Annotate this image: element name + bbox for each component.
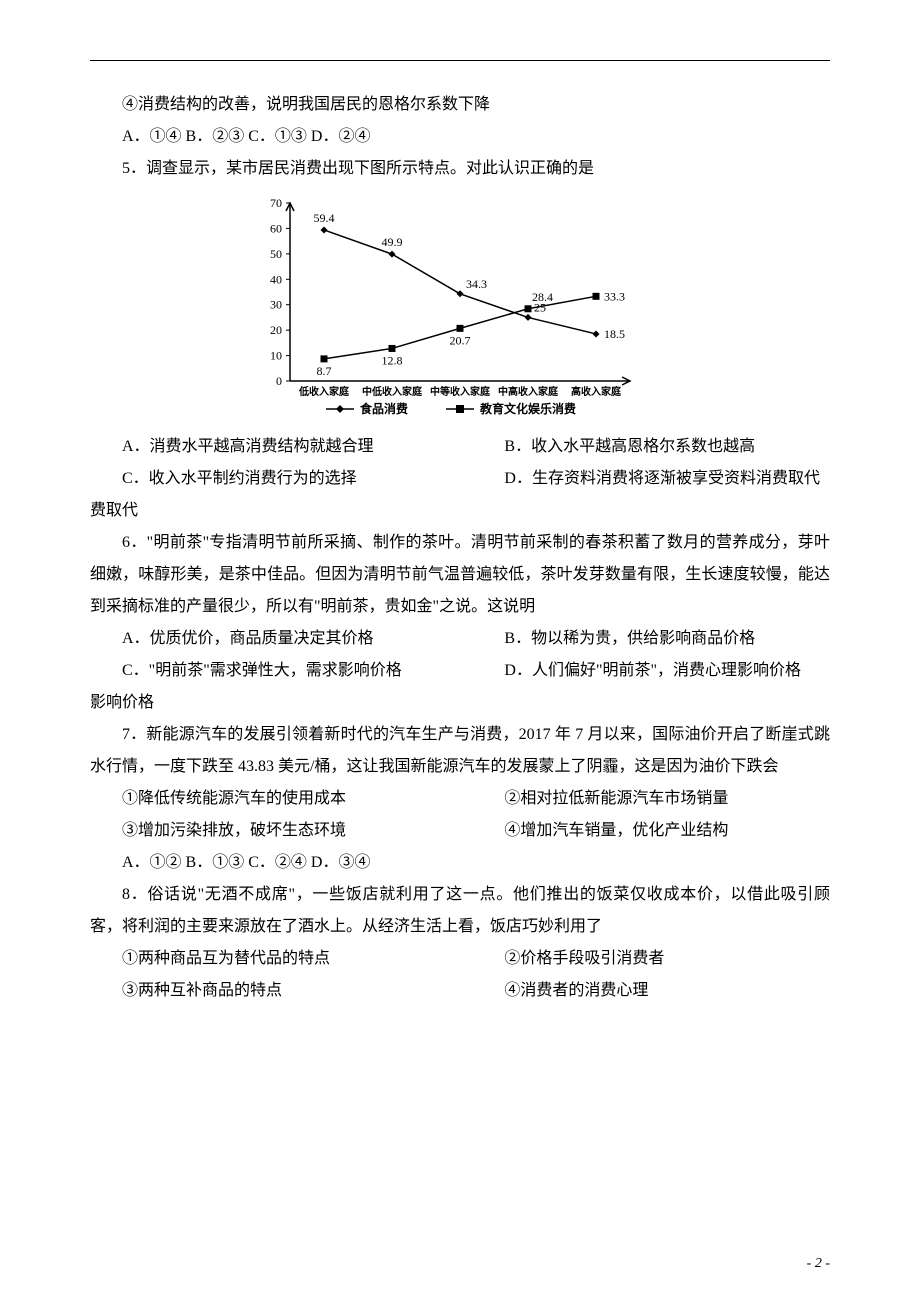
q7-row-34: ③增加污染排放，破坏生态环境 ④增加汽车销量，优化产业结构 xyxy=(90,815,830,847)
q7-options: A．①② B．①③ C．②④ D．③④ xyxy=(90,847,830,879)
svg-text:34.3: 34.3 xyxy=(466,277,487,291)
q7-1: ①降低传统能源汽车的使用成本 xyxy=(90,783,504,815)
q8-1: ①两种商品互为替代品的特点 xyxy=(90,943,504,975)
q7-row-12: ①降低传统能源汽车的使用成本 ②相对拉低新能源汽车市场销量 xyxy=(90,783,830,815)
q8-4: ④消费者的消费心理 xyxy=(504,975,830,1007)
q6-stem: 6．"明前茶"专指清明节前所采摘、制作的茶叶。清明节前采制的春茶积蓄了数月的营养… xyxy=(90,527,830,623)
q5-row-ab: A．消费水平越高消费结构就越合理 B．收入水平越高恩格尔系数也越高 xyxy=(90,431,830,463)
q5-opt-d: D．生存资料消费将逐渐被享受资料消费取代 xyxy=(504,463,830,495)
q5-opt-c: C．收入水平制约消费行为的选择 xyxy=(90,463,504,495)
svg-text:60: 60 xyxy=(270,221,282,235)
q8-3: ③两种互补商品的特点 xyxy=(90,975,504,1007)
page-number: - 2 - xyxy=(807,1256,830,1272)
svg-text:低收入家庭: 低收入家庭 xyxy=(298,385,350,398)
q5-opt-d-tail: 费取代 xyxy=(90,495,830,527)
svg-text:0: 0 xyxy=(276,374,282,388)
q5-chart: 0 10 20 30 40 50 60 70 低收入家庭中低收入家庭中等收入家庭中高收入家庭高收… xyxy=(90,193,830,423)
q7-3: ③增加污染排放，破坏生态环境 xyxy=(90,815,504,847)
svg-text:20.7: 20.7 xyxy=(450,333,471,347)
q7-2: ②相对拉低新能源汽车市场销量 xyxy=(504,783,830,815)
svg-text:中低收入家庭: 中低收入家庭 xyxy=(362,385,423,398)
q4-options: A．①④ B．②③ C．①③ D．②④ xyxy=(90,121,830,153)
q5-chart-svg: 0 10 20 30 40 50 60 70 低收入家庭中低收入家庭中等收入家庭中高收入家庭高收… xyxy=(250,193,670,423)
svg-text:中等收入家庭: 中等收入家庭 xyxy=(430,385,491,398)
q5-stem: 5．调查显示，某市居民消费出现下图所示特点。对此认识正确的是 xyxy=(90,153,830,185)
svg-text:33.3: 33.3 xyxy=(604,289,625,303)
svg-text:8.7: 8.7 xyxy=(317,364,332,378)
stmt-4: ④消费结构的改善，说明我国居民的恩格尔系数下降 xyxy=(90,89,830,121)
q8-stem: 8．俗话说"无酒不成席"，一些饭店就利用了这一点。他们推出的饭菜仅收成本价，以借… xyxy=(90,879,830,943)
svg-text:30: 30 xyxy=(270,298,282,312)
q6-opt-d-tail: 影响价格 xyxy=(90,687,830,719)
svg-text:28.4: 28.4 xyxy=(532,290,553,304)
svg-text:18.5: 18.5 xyxy=(604,327,625,341)
q7-4: ④增加汽车销量，优化产业结构 xyxy=(504,815,830,847)
q5-opt-b: B．收入水平越高恩格尔系数也越高 xyxy=(504,431,830,463)
q7-stem: 7．新能源汽车的发展引领着新时代的汽车生产与消费，2017 年 7 月以来，国际… xyxy=(90,719,830,783)
svg-text:中高收入家庭: 中高收入家庭 xyxy=(498,385,559,398)
q6-row-cd: C．"明前茶"需求弹性大，需求影响价格 D．人们偏好"明前茶"，消费心理影响价格 xyxy=(90,655,830,687)
q6-opt-c: C．"明前茶"需求弹性大，需求影响价格 xyxy=(90,655,504,687)
q6-opt-a: A．优质优价，商品质量决定其价格 xyxy=(90,623,504,655)
svg-text:10: 10 xyxy=(270,349,282,363)
q5-row-cd: C．收入水平制约消费行为的选择 D．生存资料消费将逐渐被享受资料消费取代 xyxy=(90,463,830,495)
q6-opt-d: D．人们偏好"明前茶"，消费心理影响价格 xyxy=(504,655,830,687)
q5-opt-a: A．消费水平越高消费结构就越合理 xyxy=(90,431,504,463)
svg-text:12.8: 12.8 xyxy=(382,353,403,367)
svg-text:49.9: 49.9 xyxy=(382,235,403,249)
svg-text:20: 20 xyxy=(270,323,282,337)
q8-2: ②价格手段吸引消费者 xyxy=(504,943,830,975)
svg-text:高收入家庭: 高收入家庭 xyxy=(571,385,622,398)
svg-text:50: 50 xyxy=(270,247,282,261)
svg-text:40: 40 xyxy=(270,272,282,286)
q8-row-34: ③两种互补商品的特点 ④消费者的消费心理 xyxy=(90,975,830,1007)
svg-text:教育文化娱乐消费: 教育文化娱乐消费 xyxy=(479,401,576,416)
svg-text:59.4: 59.4 xyxy=(314,211,335,225)
header-rule xyxy=(90,60,830,61)
q8-row-12: ①两种商品互为替代品的特点 ②价格手段吸引消费者 xyxy=(90,943,830,975)
q6-row-ab: A．优质优价，商品质量决定其价格 B．物以稀为贵，供给影响商品价格 xyxy=(90,623,830,655)
svg-text:70: 70 xyxy=(270,196,282,210)
q6-opt-b: B．物以稀为贵，供给影响商品价格 xyxy=(504,623,830,655)
svg-text:食品消费: 食品消费 xyxy=(359,401,408,416)
